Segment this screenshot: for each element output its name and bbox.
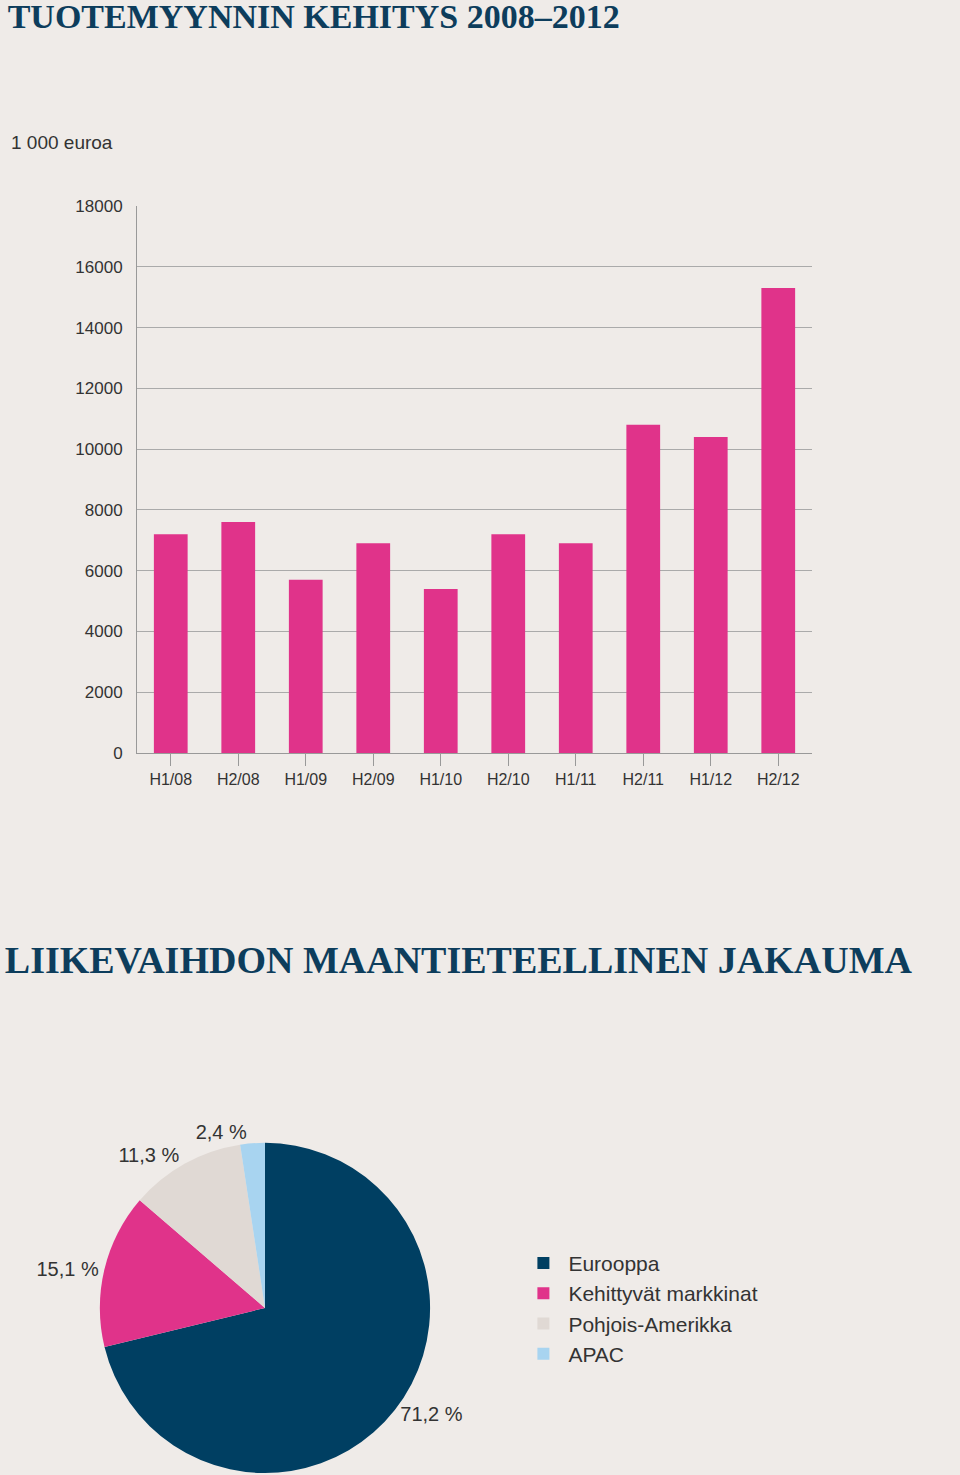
svg-text:H1/09: H1/09	[284, 771, 327, 788]
svg-text:71,2 %: 71,2 %	[400, 1403, 462, 1425]
svg-text:16000: 16000	[75, 258, 122, 277]
svg-text:4000: 4000	[85, 622, 123, 641]
svg-text:H2/11: H2/11	[622, 771, 664, 788]
svg-text:H1/12: H1/12	[689, 771, 732, 788]
svg-text:11,3 %: 11,3 %	[118, 1144, 179, 1166]
svg-text:2000: 2000	[85, 683, 123, 702]
svg-text:10000: 10000	[75, 440, 122, 459]
svg-text:H1/08: H1/08	[149, 771, 192, 788]
svg-text:2,4 %: 2,4 %	[196, 1121, 247, 1143]
svg-text:TUOTEMYYNNIN KEHITYS 2008–2012: TUOTEMYYNNIN KEHITYS 2008–2012	[8, 0, 620, 35]
svg-text:LIIKEVAIHDON MAANTIETEELLINEN: LIIKEVAIHDON MAANTIETEELLINEN JAKAUMA	[5, 939, 913, 981]
svg-text:14000: 14000	[75, 319, 122, 338]
svg-text:0: 0	[113, 744, 122, 763]
svg-text:Kehittyvät markkinat: Kehittyvät markkinat	[568, 1282, 757, 1305]
svg-text:H2/10: H2/10	[487, 771, 530, 788]
svg-text:6000: 6000	[85, 562, 123, 581]
svg-text:1 000 euroa: 1 000 euroa	[11, 132, 113, 153]
svg-text:H1/11: H1/11	[555, 771, 597, 788]
svg-text:H2/12: H2/12	[757, 771, 800, 788]
svg-text:H2/08: H2/08	[217, 771, 260, 788]
svg-text:18000: 18000	[75, 197, 122, 216]
svg-text:H2/09: H2/09	[352, 771, 395, 788]
svg-text:APAC: APAC	[568, 1343, 624, 1366]
svg-text:15,1 %: 15,1 %	[36, 1258, 98, 1280]
svg-text:H1/10: H1/10	[419, 771, 462, 788]
svg-text:12000: 12000	[75, 379, 122, 398]
svg-text:8000: 8000	[85, 501, 123, 520]
svg-text:Eurooppa: Eurooppa	[568, 1252, 659, 1275]
svg-text:Pohjois-Amerikka: Pohjois-Amerikka	[568, 1313, 732, 1336]
